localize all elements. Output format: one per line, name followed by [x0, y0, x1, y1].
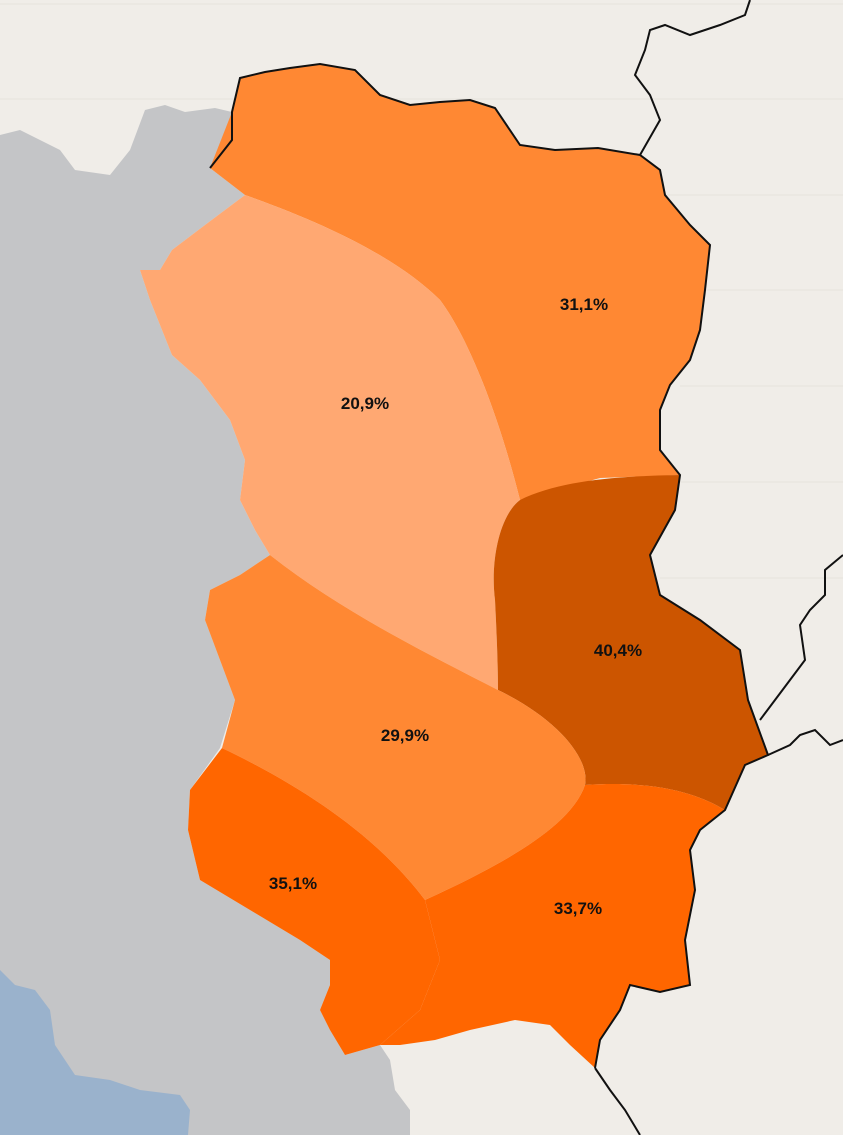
label-west: 20,9% [341, 394, 389, 413]
region-south[interactable] [380, 784, 725, 1068]
region-north[interactable] [210, 64, 710, 500]
region-southwest[interactable] [188, 748, 440, 1055]
label-centre-south: 29,9% [381, 726, 429, 745]
region-west[interactable] [140, 195, 520, 690]
region-centre-south[interactable] [205, 555, 586, 900]
region-east[interactable] [493, 475, 768, 810]
label-southwest: 35,1% [269, 874, 317, 893]
graticule [0, 3, 843, 579]
sea [0, 970, 190, 1135]
region-outline [209, 62, 770, 1069]
label-south: 33,7% [554, 899, 602, 918]
label-north: 31,1% [560, 295, 608, 314]
label-east: 40,4% [594, 641, 642, 660]
region-labels: 31,1% 20,9% 40,4% 29,9% 35,1% 33,7% [269, 295, 642, 918]
other-borders [594, 0, 843, 1135]
regions [140, 64, 768, 1068]
